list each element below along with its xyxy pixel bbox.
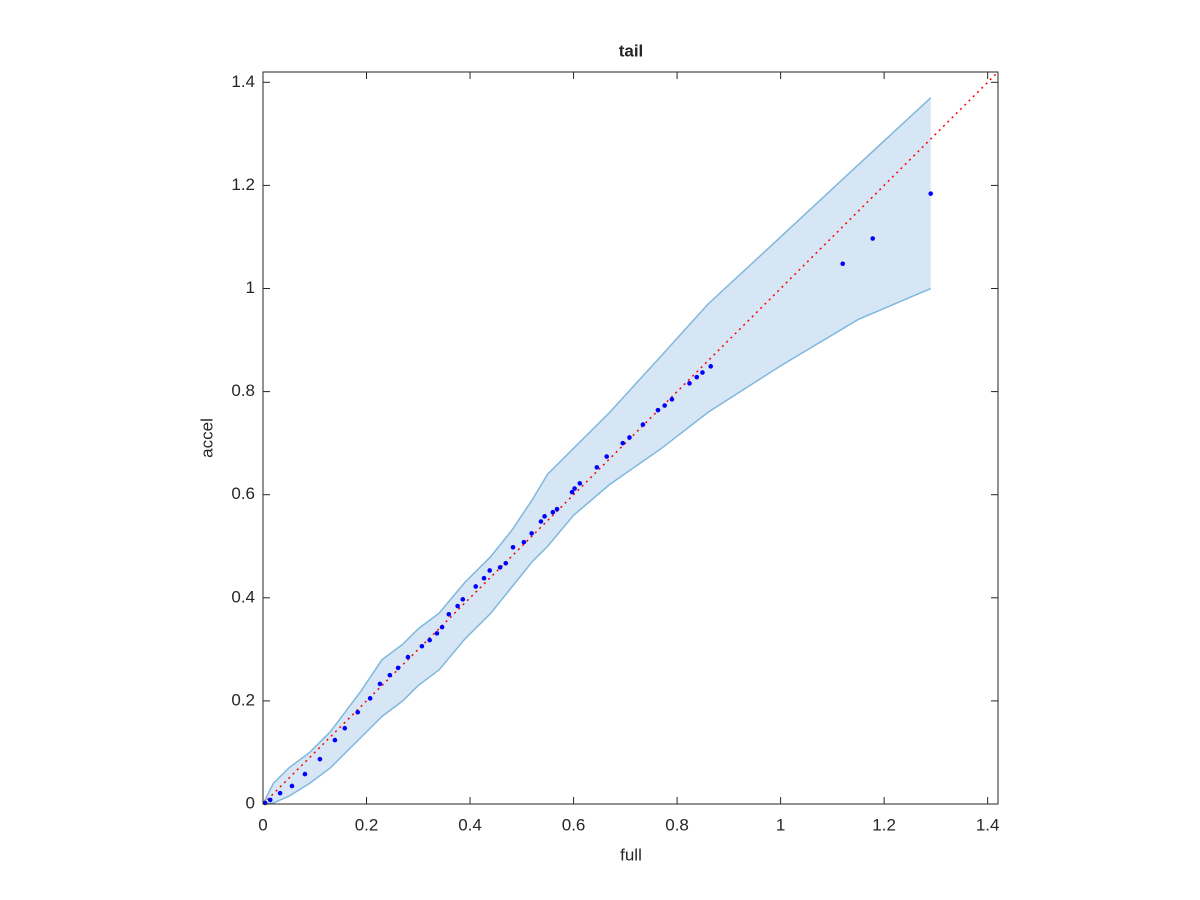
point xyxy=(419,643,425,649)
y-axis-label: accel xyxy=(197,418,216,458)
y-tick-label: 0.2 xyxy=(231,690,255,709)
x-tick-label: 1 xyxy=(776,815,785,834)
point xyxy=(377,681,383,687)
point xyxy=(554,506,560,512)
x-axis-label: full xyxy=(620,845,642,864)
y-tick-label: 0.6 xyxy=(231,484,255,503)
point xyxy=(550,509,556,515)
point xyxy=(487,568,493,573)
y-tick-label: 1 xyxy=(246,278,255,297)
point xyxy=(439,624,445,630)
point xyxy=(521,539,527,545)
x-tick-label: 0 xyxy=(258,815,267,834)
x-tick-label: 1.4 xyxy=(976,815,1000,834)
band-upper xyxy=(262,97,932,805)
x-tick-label: 1.2 xyxy=(872,815,896,834)
chart-title: tail xyxy=(619,41,644,60)
plot-frame xyxy=(262,71,999,805)
y-tick-label: 1.4 xyxy=(231,72,255,91)
point xyxy=(395,665,401,671)
point xyxy=(662,403,667,408)
point xyxy=(700,370,705,375)
point xyxy=(332,737,338,743)
point xyxy=(267,797,273,803)
point xyxy=(708,364,714,369)
point xyxy=(455,603,460,609)
point xyxy=(694,374,700,380)
y-tick-label: 0.4 xyxy=(231,587,255,606)
x-tick-label: 0.2 xyxy=(355,815,379,834)
point xyxy=(627,435,632,440)
x-tick-label: 0.6 xyxy=(562,815,586,834)
point xyxy=(387,672,393,678)
point xyxy=(640,422,646,427)
point xyxy=(497,565,503,570)
y-tick-label: 0.8 xyxy=(231,381,255,400)
point xyxy=(572,486,577,491)
point xyxy=(840,261,846,267)
point xyxy=(302,771,308,777)
reference-line xyxy=(262,71,999,805)
point xyxy=(427,637,432,643)
point xyxy=(277,790,283,796)
point xyxy=(481,575,487,581)
point xyxy=(473,584,479,589)
point xyxy=(620,440,626,446)
point xyxy=(604,454,609,459)
point xyxy=(460,597,466,602)
y-tick-label: 1.2 xyxy=(231,175,255,194)
point xyxy=(542,514,547,519)
x-tick-label: 0.8 xyxy=(665,815,689,834)
point xyxy=(594,465,600,470)
point xyxy=(434,631,440,636)
point xyxy=(317,756,323,762)
point xyxy=(538,519,544,524)
y-tick-label: 0 xyxy=(246,793,255,812)
x-tick-label: 0.4 xyxy=(458,815,482,834)
point xyxy=(405,654,411,660)
point xyxy=(503,560,509,566)
point xyxy=(342,725,348,731)
point xyxy=(510,544,516,550)
point xyxy=(928,191,934,196)
point xyxy=(289,783,295,789)
point xyxy=(367,696,373,701)
point xyxy=(529,531,534,536)
point xyxy=(655,407,661,413)
point xyxy=(577,481,583,486)
point xyxy=(355,709,361,715)
point xyxy=(446,611,452,617)
confidence-band xyxy=(263,97,931,804)
point xyxy=(870,236,876,241)
point xyxy=(687,381,692,386)
band-lower xyxy=(262,287,932,805)
point xyxy=(569,489,575,495)
point xyxy=(669,397,675,402)
